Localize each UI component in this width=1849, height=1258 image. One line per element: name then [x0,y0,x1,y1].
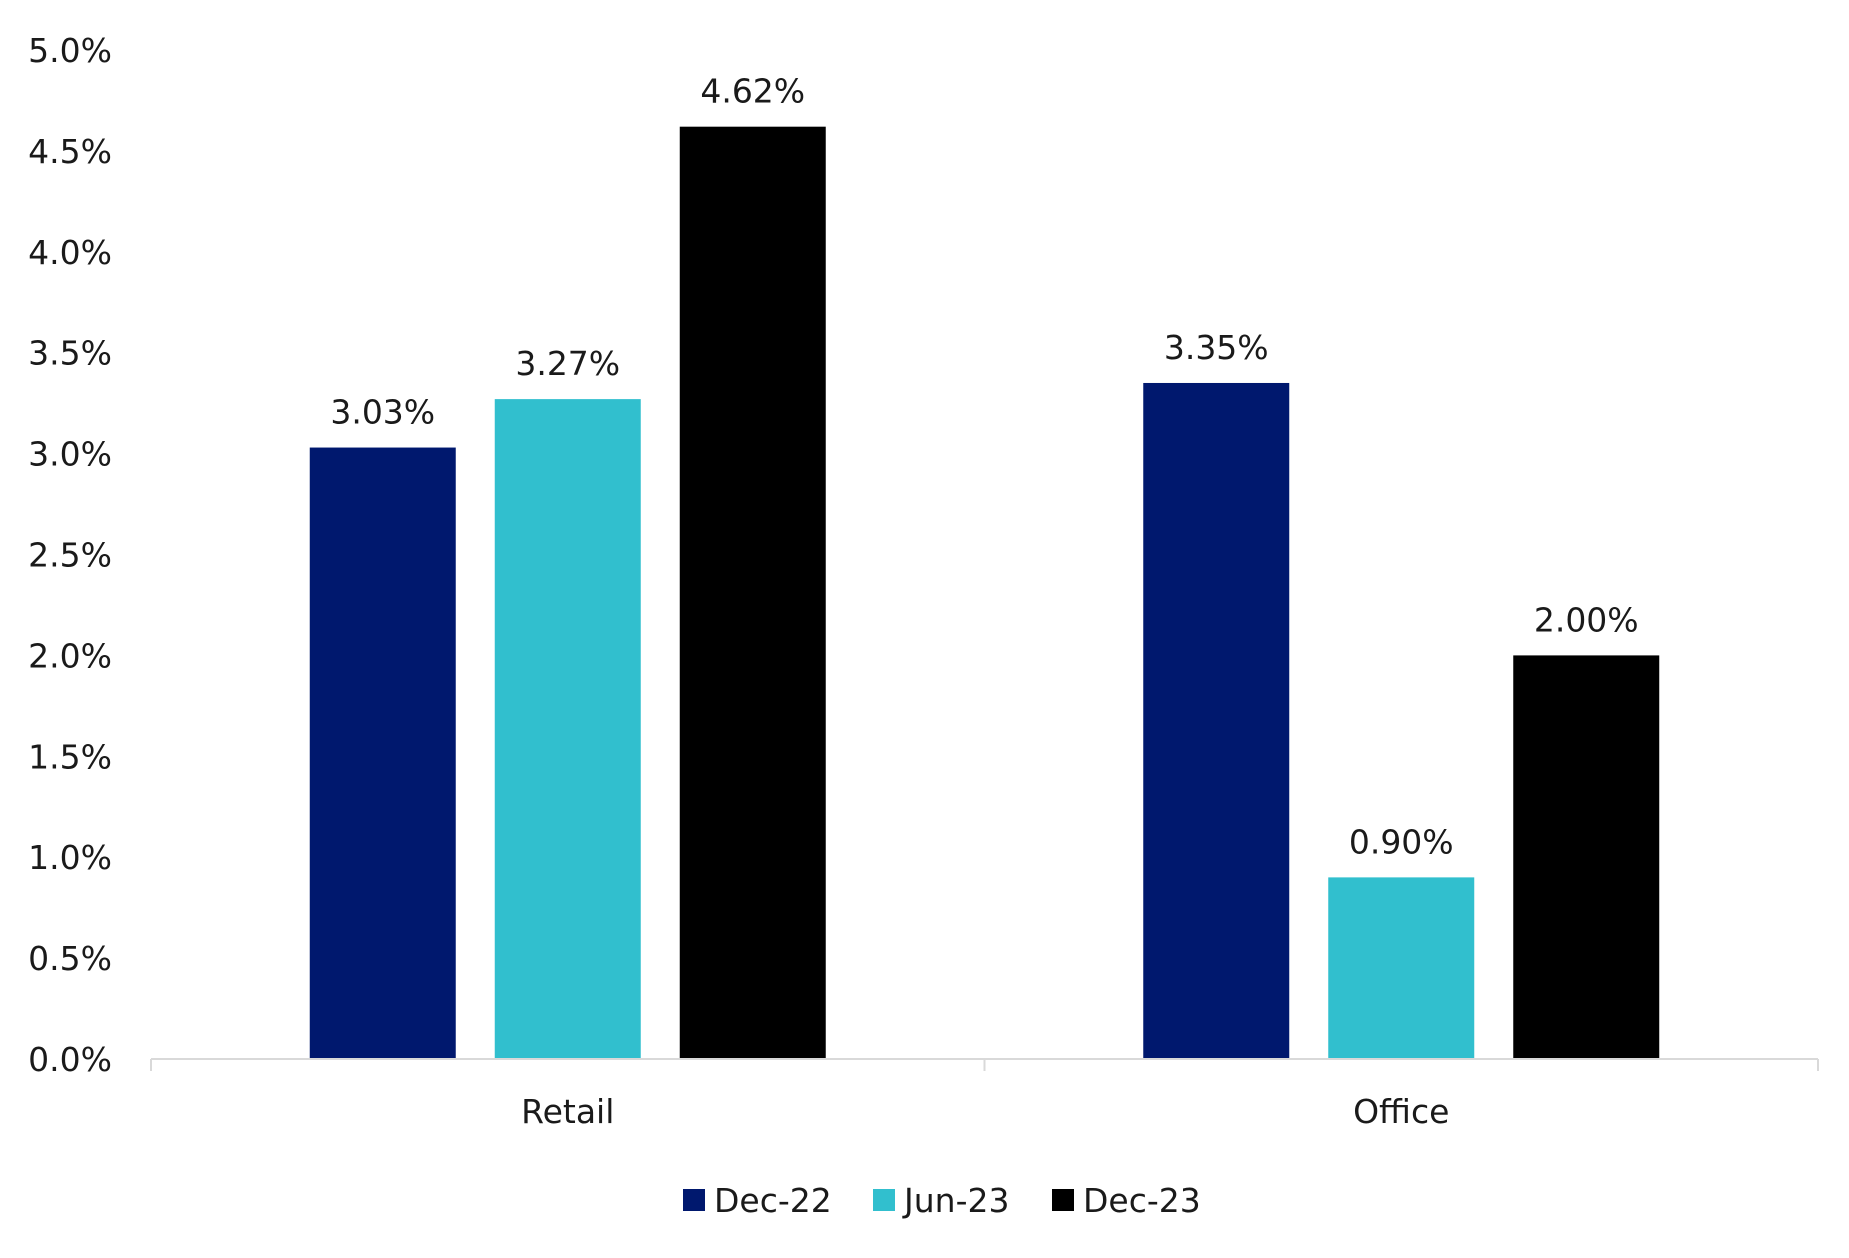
data-labels: 3.03% 3.27% 4.62% 3.35% 0.90% 2.00% [330,72,1638,862]
data-label: 3.03% [330,393,435,432]
legend-swatch [1052,1189,1074,1211]
bar-dec-22-office [1143,382,1290,1060]
data-label: 3.35% [1164,328,1269,367]
y-axis-tick-labels: 0.0% 0.5% 1.0% 1.5% 2.0% 2.5% 3.0% 3.5% 4.0% 4.5%… [28,31,112,1079]
data-label: 0.90% [1349,822,1454,861]
y-tick-label: 2.0% [28,636,112,675]
bar-dec-22-retail [309,447,456,1059]
y-tick-label: 0.5% [28,939,112,978]
legend-swatch [683,1189,705,1211]
y-tick-label: 0.0% [28,1040,112,1079]
legend-label: Dec-23 [1083,1181,1201,1220]
bar-jun-23-office [1328,877,1475,1059]
x-axis: Retail Office [150,1058,1819,1131]
legend-label: Jun-23 [902,1181,1009,1220]
y-tick-label: 5.0% [28,31,112,70]
category-label: Office [1353,1092,1449,1131]
bars [309,126,1660,1060]
y-tick-label: 1.0% [28,838,112,877]
data-label: 4.62% [700,72,805,111]
bar-jun-23-retail [494,399,641,1059]
y-tick-label: 4.5% [28,132,112,171]
bar-dec-23-retail [679,126,826,1059]
legend: Dec-22 Jun-23 Dec-23 [683,1181,1201,1220]
category-label: Retail [521,1092,614,1131]
y-tick-label: 3.0% [28,435,112,474]
data-label: 2.00% [1534,600,1639,639]
y-tick-label: 2.5% [28,536,112,575]
legend-swatch [873,1189,895,1211]
bar-dec-23-office [1513,655,1660,1059]
data-label: 3.27% [515,344,620,383]
y-tick-label: 3.5% [28,334,112,373]
y-tick-label: 4.0% [28,233,112,272]
legend-label: Dec-22 [714,1181,832,1220]
y-tick-label: 1.5% [28,737,112,776]
